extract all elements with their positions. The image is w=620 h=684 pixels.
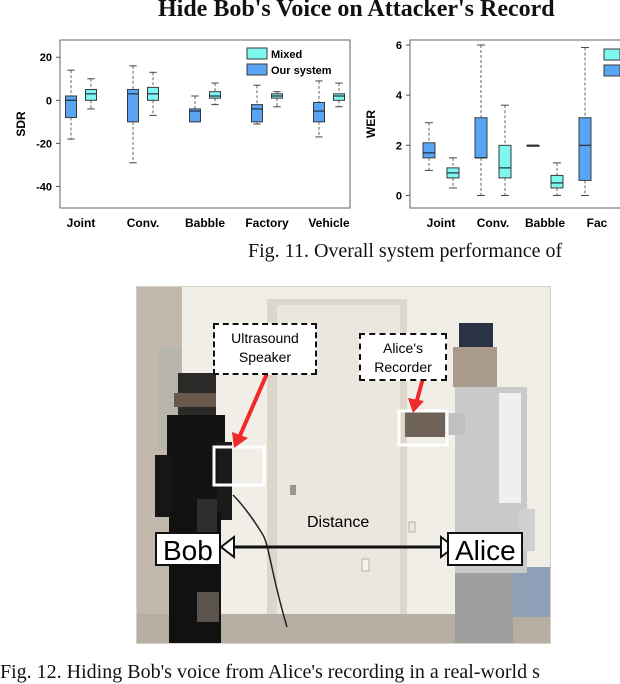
bob-torso bbox=[167, 415, 225, 511]
y-tick-label: 20 bbox=[40, 52, 52, 64]
speaker-arrow-line bbox=[236, 368, 271, 441]
alices-recorder-label: Alice's Recorder bbox=[359, 333, 447, 381]
alice-hand-phone bbox=[405, 411, 445, 437]
legend-swatch bbox=[246, 47, 268, 60]
bob-left-arm bbox=[155, 455, 173, 517]
bob-hand-area bbox=[197, 499, 217, 541]
speaker-cable bbox=[232, 494, 288, 628]
distance-arrow-left bbox=[219, 534, 235, 560]
x-tick-label: Joint bbox=[67, 216, 96, 230]
x-tick-label: Joint bbox=[427, 216, 456, 230]
wall-socket-upper bbox=[408, 521, 416, 533]
alice-cutout bbox=[519, 509, 535, 551]
box-body bbox=[422, 142, 436, 159]
wer-legend-partial-system bbox=[603, 64, 620, 77]
alice-label: Alice bbox=[447, 532, 523, 566]
bob-label: Bob bbox=[155, 532, 221, 566]
alice-recorder-highlight-box bbox=[397, 409, 449, 447]
x-tick-label: Conv. bbox=[477, 216, 509, 230]
figure-12-caption: Fig. 12. Hiding Bob's voice from Alice's… bbox=[0, 661, 540, 683]
y-axis-label: SDR bbox=[14, 111, 28, 137]
figure-11-caption: Fig. 11. Overall system performance of bbox=[248, 240, 563, 262]
box-body bbox=[189, 108, 201, 123]
speaker-arrow-head bbox=[232, 432, 248, 448]
bob-face-block bbox=[174, 393, 216, 407]
legend-entry: Our system bbox=[271, 65, 332, 77]
recorder-arrow-head bbox=[408, 398, 424, 413]
alice-legs bbox=[455, 573, 513, 643]
box-body bbox=[333, 93, 345, 101]
x-tick-label: Factory bbox=[245, 216, 289, 230]
legend-swatch bbox=[246, 63, 268, 76]
bob-lower-block bbox=[197, 592, 219, 622]
distance-label: Distance bbox=[307, 514, 370, 531]
box-body bbox=[209, 91, 221, 99]
x-tick-label: Conv. bbox=[127, 216, 159, 230]
bob-right-arm bbox=[217, 442, 232, 520]
y-tick-label: 0 bbox=[396, 190, 402, 202]
x-tick-label: Babble bbox=[185, 216, 225, 230]
box-body bbox=[550, 174, 564, 189]
x-tick-label: Vehicle bbox=[308, 216, 350, 230]
box-body bbox=[578, 117, 592, 181]
box-body bbox=[474, 117, 488, 159]
wer-legend-partial-mixed bbox=[603, 48, 620, 61]
box-body bbox=[127, 89, 139, 123]
y-tick-label: 0 bbox=[46, 95, 52, 107]
y-tick-label: -40 bbox=[36, 181, 52, 193]
alice-side-highlight bbox=[499, 393, 521, 503]
ultrasound-speaker-label: Ultrasound Speaker bbox=[213, 323, 317, 375]
box-body bbox=[251, 104, 263, 123]
y-axis-label: WER bbox=[364, 110, 378, 138]
bob-speaker-highlight-box bbox=[212, 445, 266, 487]
box-body bbox=[65, 95, 77, 119]
box-body bbox=[85, 89, 97, 101]
x-tick-label: Babble bbox=[525, 216, 565, 230]
y-tick-label: 4 bbox=[396, 90, 403, 102]
legend-entry: Mixed bbox=[271, 49, 302, 61]
alice-head bbox=[453, 347, 497, 387]
box-body bbox=[498, 144, 512, 179]
wall-socket-lower bbox=[361, 558, 370, 572]
alice-hat bbox=[459, 323, 493, 347]
box-body bbox=[313, 101, 325, 123]
y-tick-label: -20 bbox=[36, 138, 52, 150]
door-knob bbox=[290, 485, 296, 495]
sdr-box-chart: SDR 20 0 -20 -40 Joint Conv. Babble Factory Vehic… bbox=[14, 39, 351, 230]
y-tick-label: 6 bbox=[396, 40, 402, 52]
photo-scene bbox=[137, 287, 550, 643]
x-tick-label: Fac bbox=[587, 216, 608, 230]
page-title: Hide Bob's Voice on Attacker's Record bbox=[158, 0, 555, 22]
figure-12-photo: Ultrasound Speaker Alice's Recorder Bob … bbox=[136, 286, 551, 644]
wer-box-chart: WER 6 4 2 0 Joint Conv. Babble Fac bbox=[364, 39, 620, 230]
y-tick-label: 2 bbox=[396, 140, 402, 152]
